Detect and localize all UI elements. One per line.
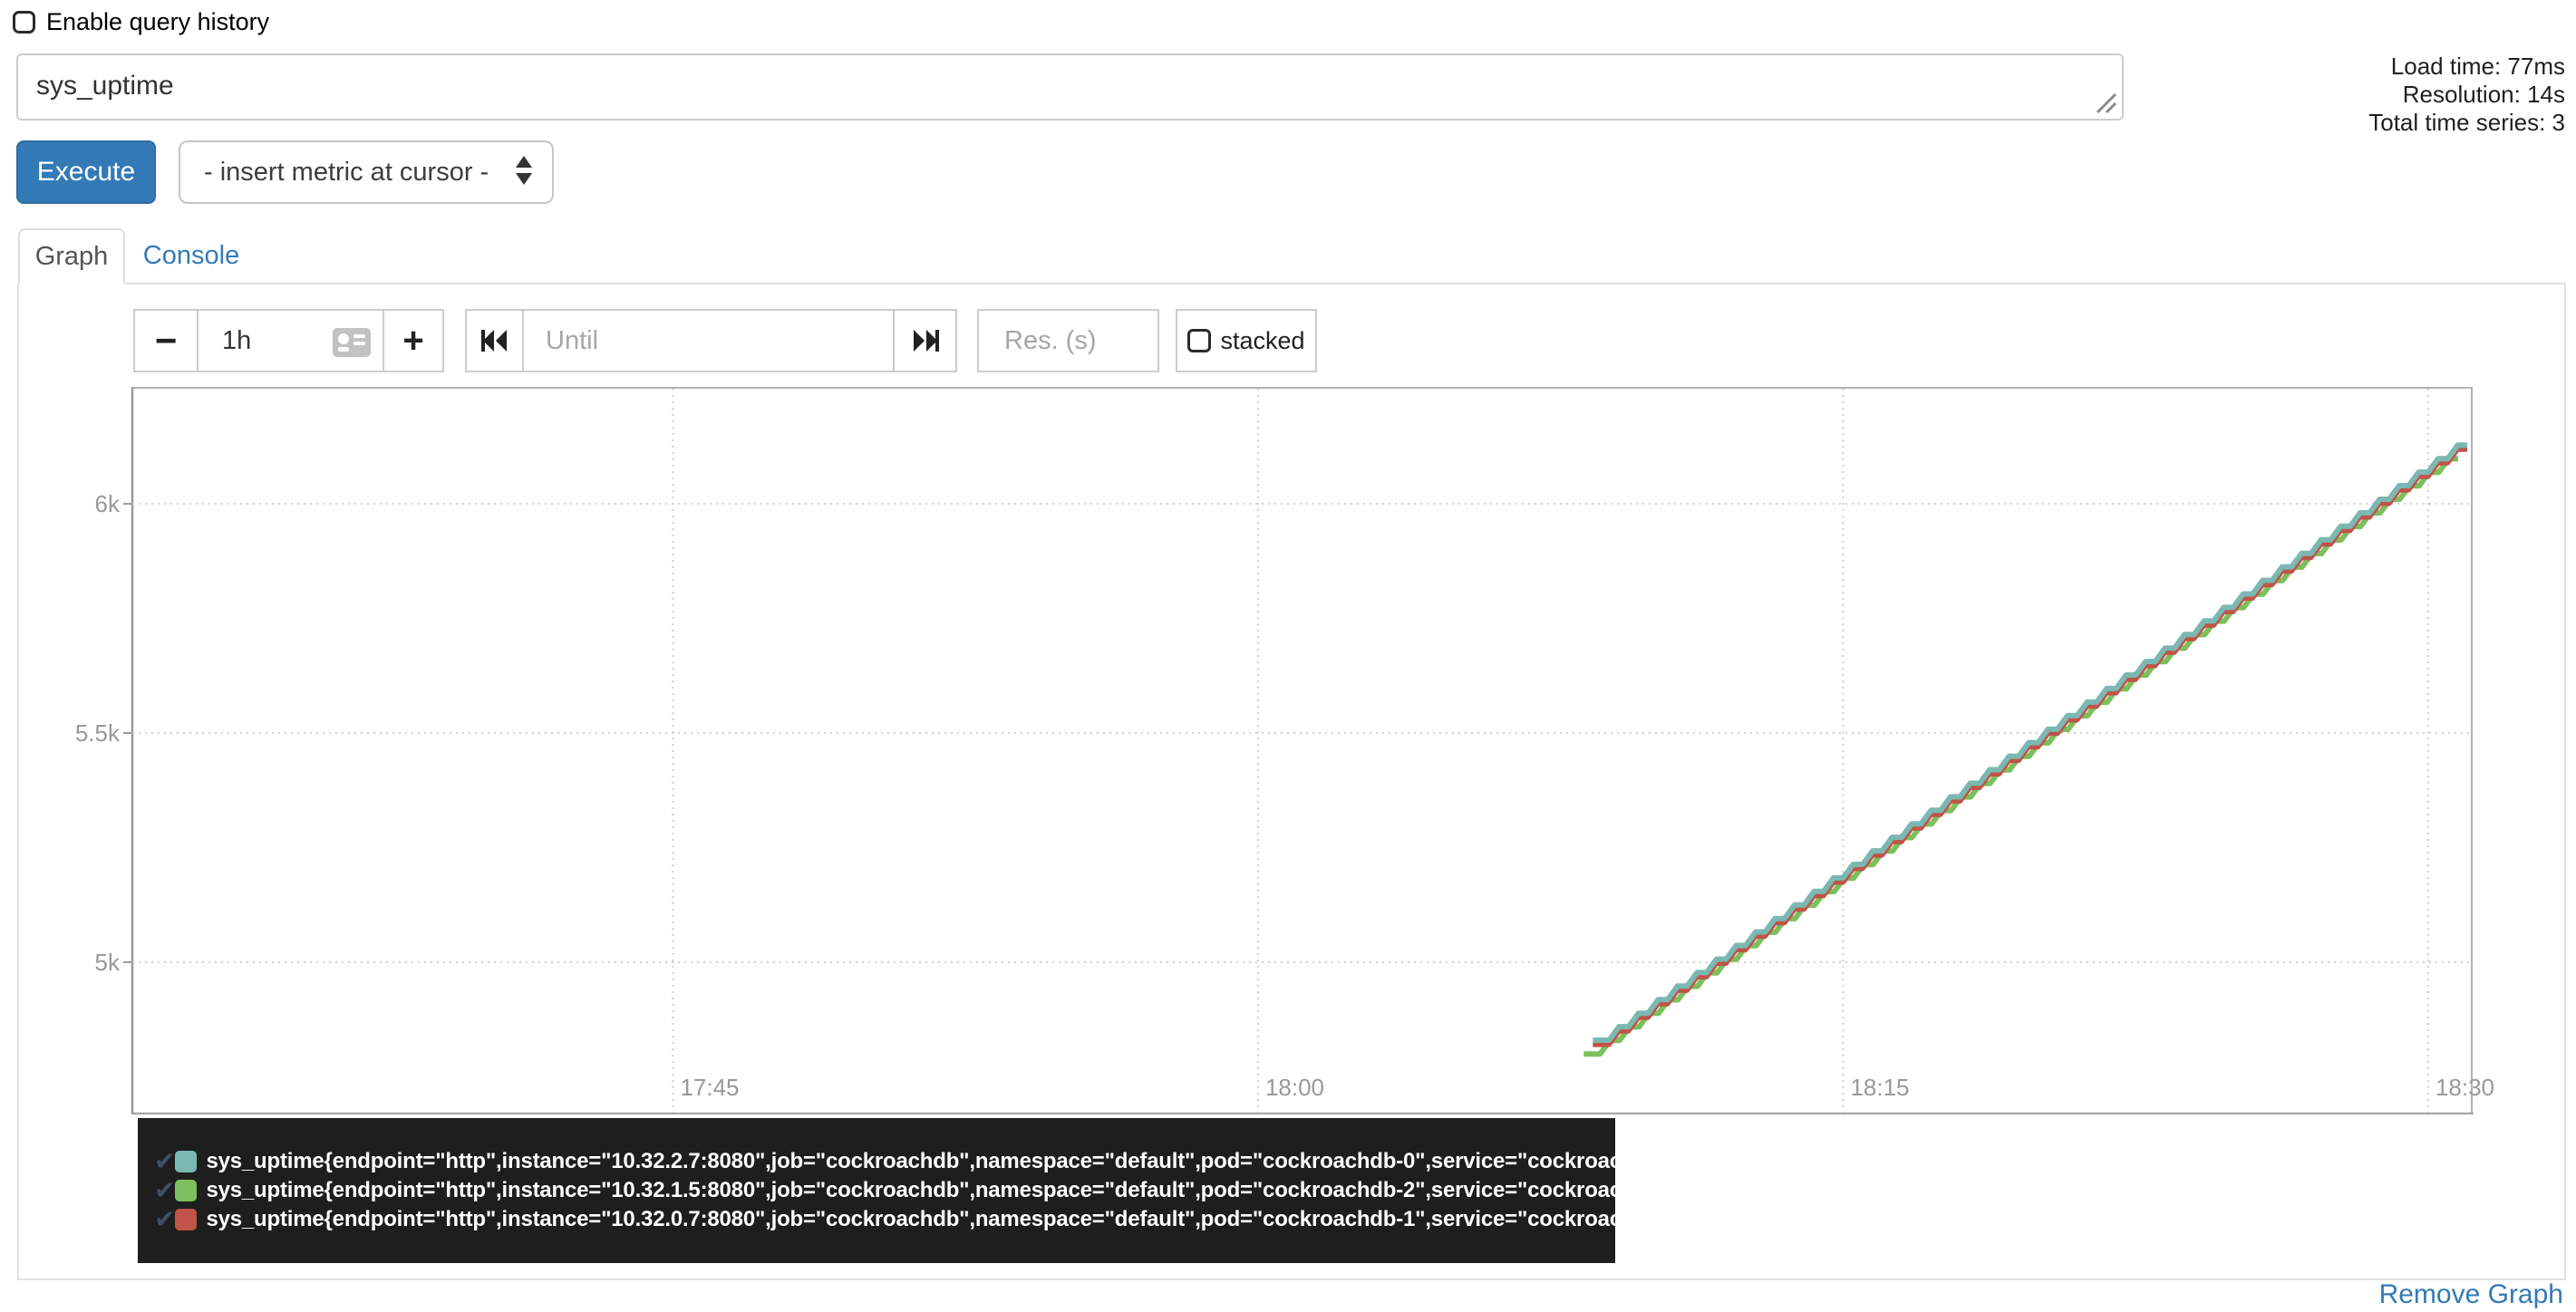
y-tick: 5k <box>94 949 120 976</box>
step-forward-button[interactable] <box>893 309 957 372</box>
stacked-checkbox[interactable] <box>1187 329 1212 352</box>
rewind-icon <box>480 330 507 352</box>
legend-row[interactable]: ✔ sys_uptime{endpoint="http",instance="10… <box>154 1205 1680 1234</box>
insert-metric-select[interactable]: - insert metric at cursor - <box>179 140 554 204</box>
tab-console[interactable]: Console <box>142 240 240 270</box>
total-time-series: Total time series: 3 <box>2368 109 2565 136</box>
range-decrease-button[interactable]: − <box>133 309 199 372</box>
load-time: Load time: 77ms <box>2390 53 2565 80</box>
stacked-toggle[interactable]: stacked <box>1176 309 1317 372</box>
enable-query-history-label: Enable query history <box>46 8 270 35</box>
stacked-label: stacked <box>1220 326 1305 354</box>
legend-row[interactable]: ✔ sys_uptime{endpoint="http",instance="10… <box>154 1147 1680 1176</box>
tab-graph[interactable]: Graph <box>18 228 125 285</box>
until-input[interactable] <box>524 311 893 371</box>
remove-graph-link[interactable]: Remove Graph <box>2378 1279 2563 1309</box>
series-label: sys_uptime{endpoint="http",instance="10.… <box>206 1149 1680 1173</box>
series-color-swatch <box>175 1180 198 1201</box>
chart-legend: ✔ sys_uptime{endpoint="http",instance="10… <box>138 1118 1680 1263</box>
series-toggle-check-icon[interactable]: ✔ <box>154 1147 176 1175</box>
x-tick: 17:45 <box>680 1074 740 1101</box>
time-series-chart[interactable] <box>118 387 2474 1114</box>
range-increase-button[interactable]: + <box>383 309 444 372</box>
series-label: sys_uptime{endpoint="http",instance="10.… <box>206 1178 1680 1202</box>
query-stats: Load time: 77ms Resolution: 14s Total ti… <box>2368 53 2565 137</box>
query-history-row: Enable query history <box>13 8 269 36</box>
x-tick: 18:30 <box>2435 1074 2495 1101</box>
select-arrows-icon <box>516 156 532 185</box>
resolution: Resolution: 14s <box>2402 81 2565 108</box>
series-label: sys_uptime{endpoint="http",instance="10.… <box>206 1207 1680 1231</box>
insert-metric-selected-option: - insert metric at cursor - <box>204 157 489 187</box>
resolution-input-box <box>977 309 1159 372</box>
query-input-wrap: sys_uptime <box>16 53 2124 121</box>
legend-row[interactable]: ✔ sys_uptime{endpoint="http",instance="10… <box>154 1176 1680 1205</box>
calendar-icon[interactable] <box>332 327 372 358</box>
step-back-button[interactable] <box>465 309 524 372</box>
y-tick: 5.5k <box>74 719 120 748</box>
query-expression-input[interactable]: sys_uptime <box>16 53 2124 121</box>
until-input-box <box>522 309 895 372</box>
range-input-box <box>197 309 384 372</box>
resize-handle-icon[interactable] <box>2094 91 2117 114</box>
resolution-input[interactable] <box>979 311 1157 371</box>
x-tick: 18:15 <box>1850 1074 1910 1101</box>
series-color-swatch <box>175 1209 198 1230</box>
x-tick: 18:00 <box>1264 1074 1325 1101</box>
enable-query-history-checkbox[interactable] <box>13 11 35 34</box>
series-color-swatch <box>175 1151 198 1172</box>
execute-button[interactable]: Execute <box>16 140 156 204</box>
series-toggle-check-icon[interactable]: ✔ <box>154 1205 176 1233</box>
y-tick: 6k <box>94 490 120 518</box>
fast-forward-icon <box>913 330 939 352</box>
series-toggle-check-icon[interactable]: ✔ <box>154 1176 176 1204</box>
